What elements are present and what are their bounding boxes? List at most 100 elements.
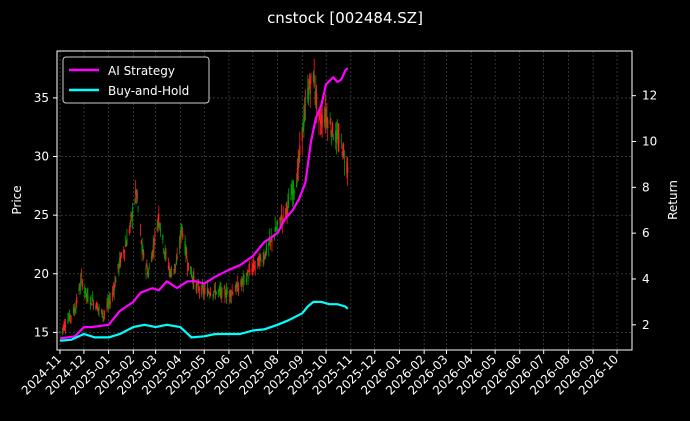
price-candle-body — [61, 328, 63, 330]
price-candle-body — [210, 292, 212, 296]
price-candle-body — [112, 290, 114, 291]
price-candle-body — [243, 275, 245, 279]
price-candle-body — [308, 87, 310, 97]
price-candle-body — [156, 226, 158, 231]
price-candle-body — [274, 227, 276, 232]
price-candle-body — [164, 249, 166, 256]
price-candle-body — [97, 307, 99, 309]
price-candle-body — [185, 246, 187, 256]
price-candle-body — [201, 285, 203, 295]
price-candle-body — [331, 131, 333, 138]
price-candle-body — [62, 326, 64, 328]
price-candle-body — [126, 238, 128, 246]
price-candle-body — [346, 162, 348, 173]
price-candle-body — [118, 263, 120, 270]
y2-tick-label: 8 — [642, 180, 650, 194]
price-candle-body — [163, 252, 165, 255]
price-candle-body — [229, 290, 231, 297]
price-candle-body — [81, 281, 83, 288]
price-candle-body — [107, 300, 109, 306]
price-candle-body — [253, 264, 256, 269]
price-candle-body — [113, 287, 115, 292]
price-candle-body — [67, 319, 69, 323]
price-candle-body — [234, 290, 236, 292]
price-candle-body — [175, 261, 177, 265]
price-candle-body — [260, 258, 262, 262]
price-candle-body — [90, 296, 92, 299]
price-candle-body — [165, 251, 167, 255]
price-candle-body — [96, 305, 99, 311]
price-candle-body — [280, 223, 282, 225]
price-candle-body — [96, 302, 98, 309]
price-candle-body — [314, 91, 316, 94]
price-candle-body — [80, 275, 83, 277]
price-candle-body — [292, 182, 295, 194]
price-candle-body — [102, 316, 104, 318]
price-candle-body — [335, 130, 338, 143]
price-candle-body — [330, 131, 332, 133]
price-candle-body — [299, 145, 301, 155]
price-candle-body — [262, 259, 264, 263]
price-candle-body — [174, 264, 176, 269]
price-candle-body — [108, 301, 110, 304]
price-candle-body — [119, 257, 121, 265]
price-candle-body — [170, 270, 172, 272]
price-candle-body — [180, 229, 182, 237]
y2-tick-label: 4 — [642, 272, 650, 286]
price-candle-body — [64, 323, 66, 328]
y-tick-label: 35 — [34, 91, 49, 105]
legend-box — [62, 56, 210, 104]
price-candle-body — [296, 167, 299, 181]
price-candle-body — [101, 310, 103, 318]
price-candle-body — [63, 324, 65, 330]
price-candle-body — [168, 266, 170, 269]
price-candle-body — [241, 279, 244, 281]
price-candle-body — [315, 88, 317, 99]
price-candle-body — [347, 167, 349, 173]
price-candle-body — [285, 203, 287, 208]
price-candle-body — [128, 229, 130, 233]
price-candle-body — [275, 229, 277, 232]
price-candle-body — [131, 210, 134, 218]
price-candle-body — [115, 279, 117, 283]
price-candle-body — [130, 215, 132, 217]
price-candle-body — [212, 294, 214, 296]
price-candle-body — [324, 108, 326, 122]
price-candle-body — [135, 190, 138, 195]
price-candle-body — [119, 256, 122, 264]
price-candle-body — [151, 250, 154, 257]
price-candle-body — [125, 244, 127, 247]
price-candle-body — [74, 311, 76, 313]
legend: AI Strategy Buy-and-Hold — [62, 56, 210, 104]
price-candle-body — [206, 288, 209, 296]
price-candle-body — [117, 264, 119, 269]
price-candle-body — [287, 200, 289, 206]
legend-label-buy-and-hold: Buy-and-Hold — [108, 84, 189, 98]
price-candle-body — [232, 292, 234, 295]
price-candle-body — [323, 118, 326, 124]
price-candle-body — [191, 276, 193, 279]
price-candle-body — [276, 221, 279, 226]
price-candle-body — [240, 280, 242, 286]
price-candle-body — [92, 301, 95, 307]
price-candle-body — [186, 266, 189, 268]
price-candle-body — [109, 300, 111, 305]
price-candle-body — [174, 264, 177, 266]
price-candle-body — [79, 289, 81, 291]
price-candle-body — [159, 228, 162, 231]
price-candle-body — [315, 92, 318, 109]
price-candle-body — [173, 269, 175, 271]
price-candle-body — [178, 245, 181, 247]
price-candle-body — [204, 288, 206, 289]
price-candle-body — [151, 256, 153, 262]
price-candle-body — [271, 238, 273, 243]
price-candle-body — [91, 303, 93, 306]
price-candle-body — [106, 305, 108, 307]
price-candle-body — [337, 137, 339, 145]
price-candle-body — [215, 291, 217, 294]
price-candle-body — [92, 298, 94, 301]
price-candle-body — [86, 293, 88, 298]
price-candle-body — [148, 267, 150, 269]
price-candle-body — [179, 234, 181, 240]
price-candle-body — [136, 193, 138, 199]
